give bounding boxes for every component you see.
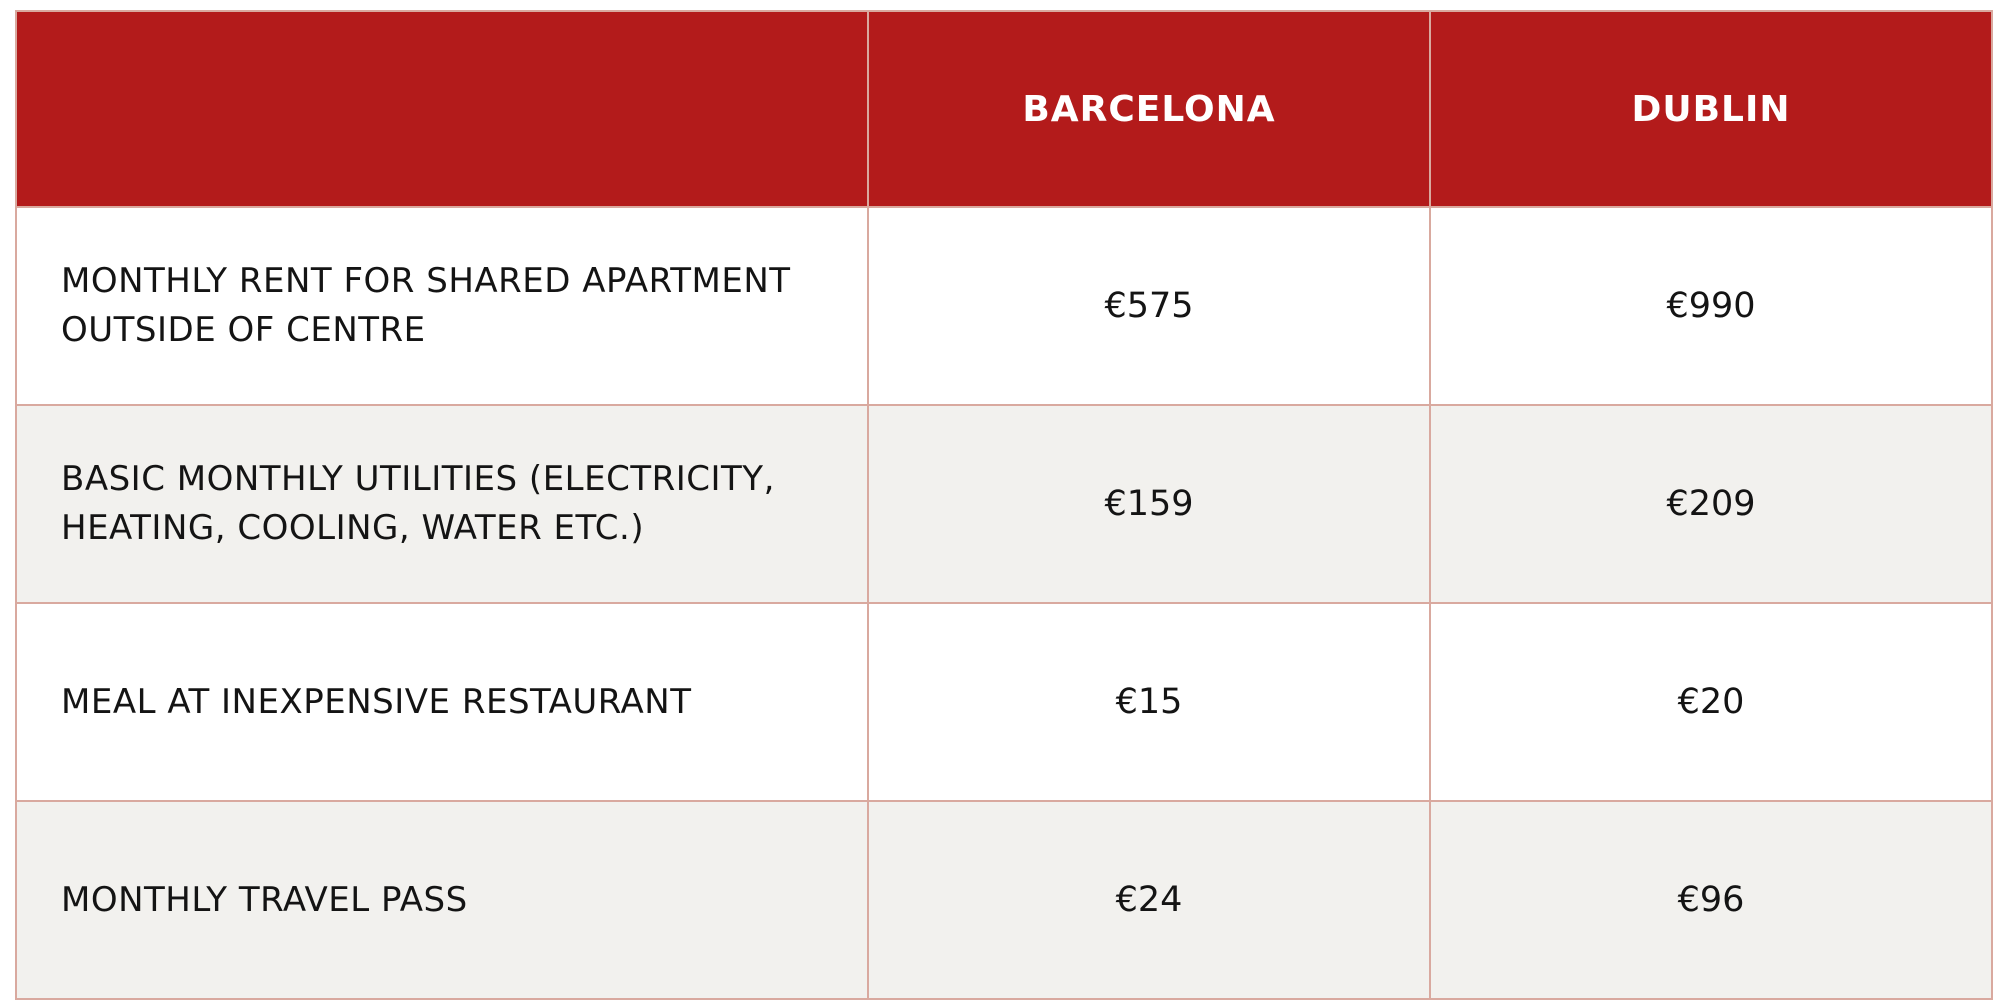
header-cell-barcelona: BARCELONA <box>867 10 1431 208</box>
table-row: BASIC MONTHLY UTILITIES (ELECTRICITY, HE… <box>15 404 1993 604</box>
row-label-rent: MONTHLY RENT FOR SHARED APARTMENT OUTSID… <box>15 206 869 406</box>
row-label-meal: MEAL AT INEXPENSIVE RESTAURANT <box>15 602 869 802</box>
row-label-utilities: BASIC MONTHLY UTILITIES (ELECTRICITY, HE… <box>15 404 869 604</box>
table-header: BARCELONA DUBLIN <box>15 10 1993 208</box>
dublin-value: €20 <box>1429 602 1993 802</box>
dublin-value: €990 <box>1429 206 1993 406</box>
table-row: MONTHLY TRAVEL PASS €24 €96 <box>15 800 1993 1000</box>
table-row: MEAL AT INEXPENSIVE RESTAURANT €15 €20 <box>15 602 1993 802</box>
header-row: BARCELONA DUBLIN <box>15 10 1993 208</box>
table-body: MONTHLY RENT FOR SHARED APARTMENT OUTSID… <box>15 206 1993 1000</box>
table-row: MONTHLY RENT FOR SHARED APARTMENT OUTSID… <box>15 206 1993 406</box>
dublin-value: €96 <box>1429 800 1993 1000</box>
barcelona-value: €15 <box>867 602 1431 802</box>
dublin-value: €209 <box>1429 404 1993 604</box>
header-cell-dublin: DUBLIN <box>1429 10 1993 208</box>
barcelona-value: €159 <box>867 404 1431 604</box>
row-label-travel-pass: MONTHLY TRAVEL PASS <box>15 800 869 1000</box>
barcelona-value: €575 <box>867 206 1431 406</box>
cost-comparison-table-container: BARCELONA DUBLIN MONTHLY RENT FOR SHARED… <box>15 10 1993 1000</box>
header-cell-empty <box>15 10 869 208</box>
cost-comparison-table: BARCELONA DUBLIN MONTHLY RENT FOR SHARED… <box>15 10 1993 1000</box>
barcelona-value: €24 <box>867 800 1431 1000</box>
